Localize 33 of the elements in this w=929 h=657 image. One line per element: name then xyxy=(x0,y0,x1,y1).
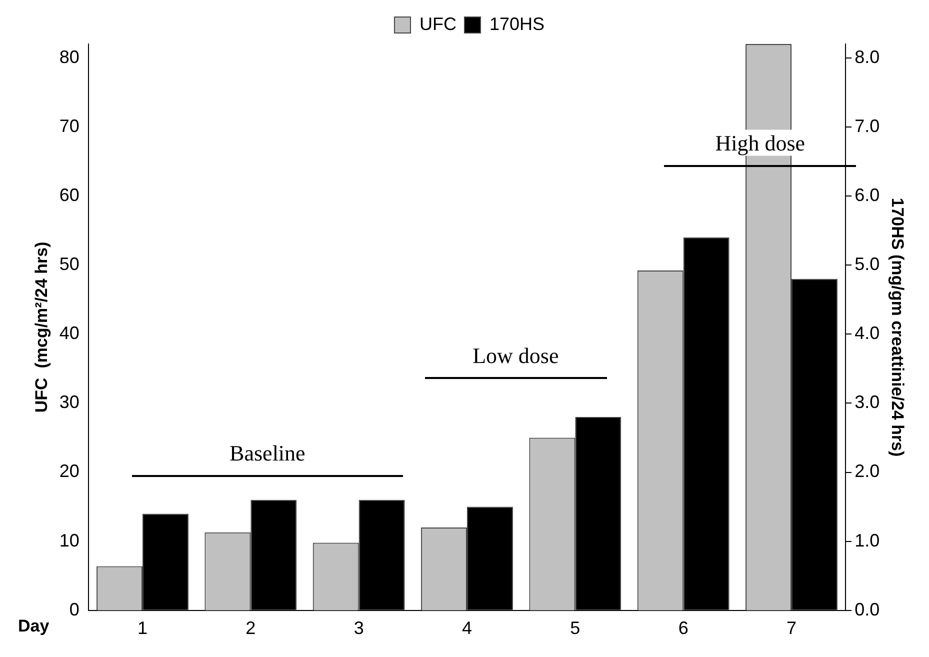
annotation: High dose xyxy=(715,130,806,156)
x-tick-label: 5 xyxy=(570,618,580,638)
y2-tick-label: 5.0 xyxy=(854,254,880,274)
y-axis-title: UFC (mcg/m²/24 hrs) xyxy=(32,242,51,413)
x-tick-label: 7 xyxy=(786,618,797,638)
x-tick-label: 4 xyxy=(462,618,472,638)
x-tick-label: 6 xyxy=(678,618,688,638)
y-tick-label: 40 xyxy=(59,323,80,344)
annotation: Low dose xyxy=(472,342,559,368)
y-tick-label: 10 xyxy=(59,530,80,550)
y-tick-label: 30 xyxy=(59,392,80,412)
y-tick-label: 50 xyxy=(59,254,80,274)
y2-tick-label: 2.0 xyxy=(854,461,880,482)
legend-label: UFC xyxy=(419,14,456,34)
y2-tick-label: 8.0 xyxy=(854,46,880,67)
y2-tick-label: 1.0 xyxy=(854,530,880,550)
y-tick-label: 0 xyxy=(69,599,80,620)
x-axis-title: Day xyxy=(18,616,50,636)
x-tick-label: 1 xyxy=(137,618,148,638)
y2-tick-label: 7.0 xyxy=(854,116,880,136)
y2-tick-label: 6.0 xyxy=(854,184,880,205)
legend-label: 170HS xyxy=(489,14,545,34)
y-tick-label: 70 xyxy=(59,116,80,136)
x-tick-label: 2 xyxy=(246,618,256,638)
y-tick-label: 80 xyxy=(59,46,80,67)
y2-axis-title: 170HS (mg/gm creattinie/24 hrs) xyxy=(888,198,908,457)
y2-tick-label: 0.0 xyxy=(854,599,880,620)
y-tick-label: 20 xyxy=(59,461,80,482)
x-tick-label: 3 xyxy=(354,618,364,638)
y-tick-label: 60 xyxy=(59,184,80,205)
y2-tick-label: 3.0 xyxy=(854,392,880,412)
y2-tick-label: 4.0 xyxy=(854,323,880,344)
annotation: Baseline xyxy=(230,440,306,466)
